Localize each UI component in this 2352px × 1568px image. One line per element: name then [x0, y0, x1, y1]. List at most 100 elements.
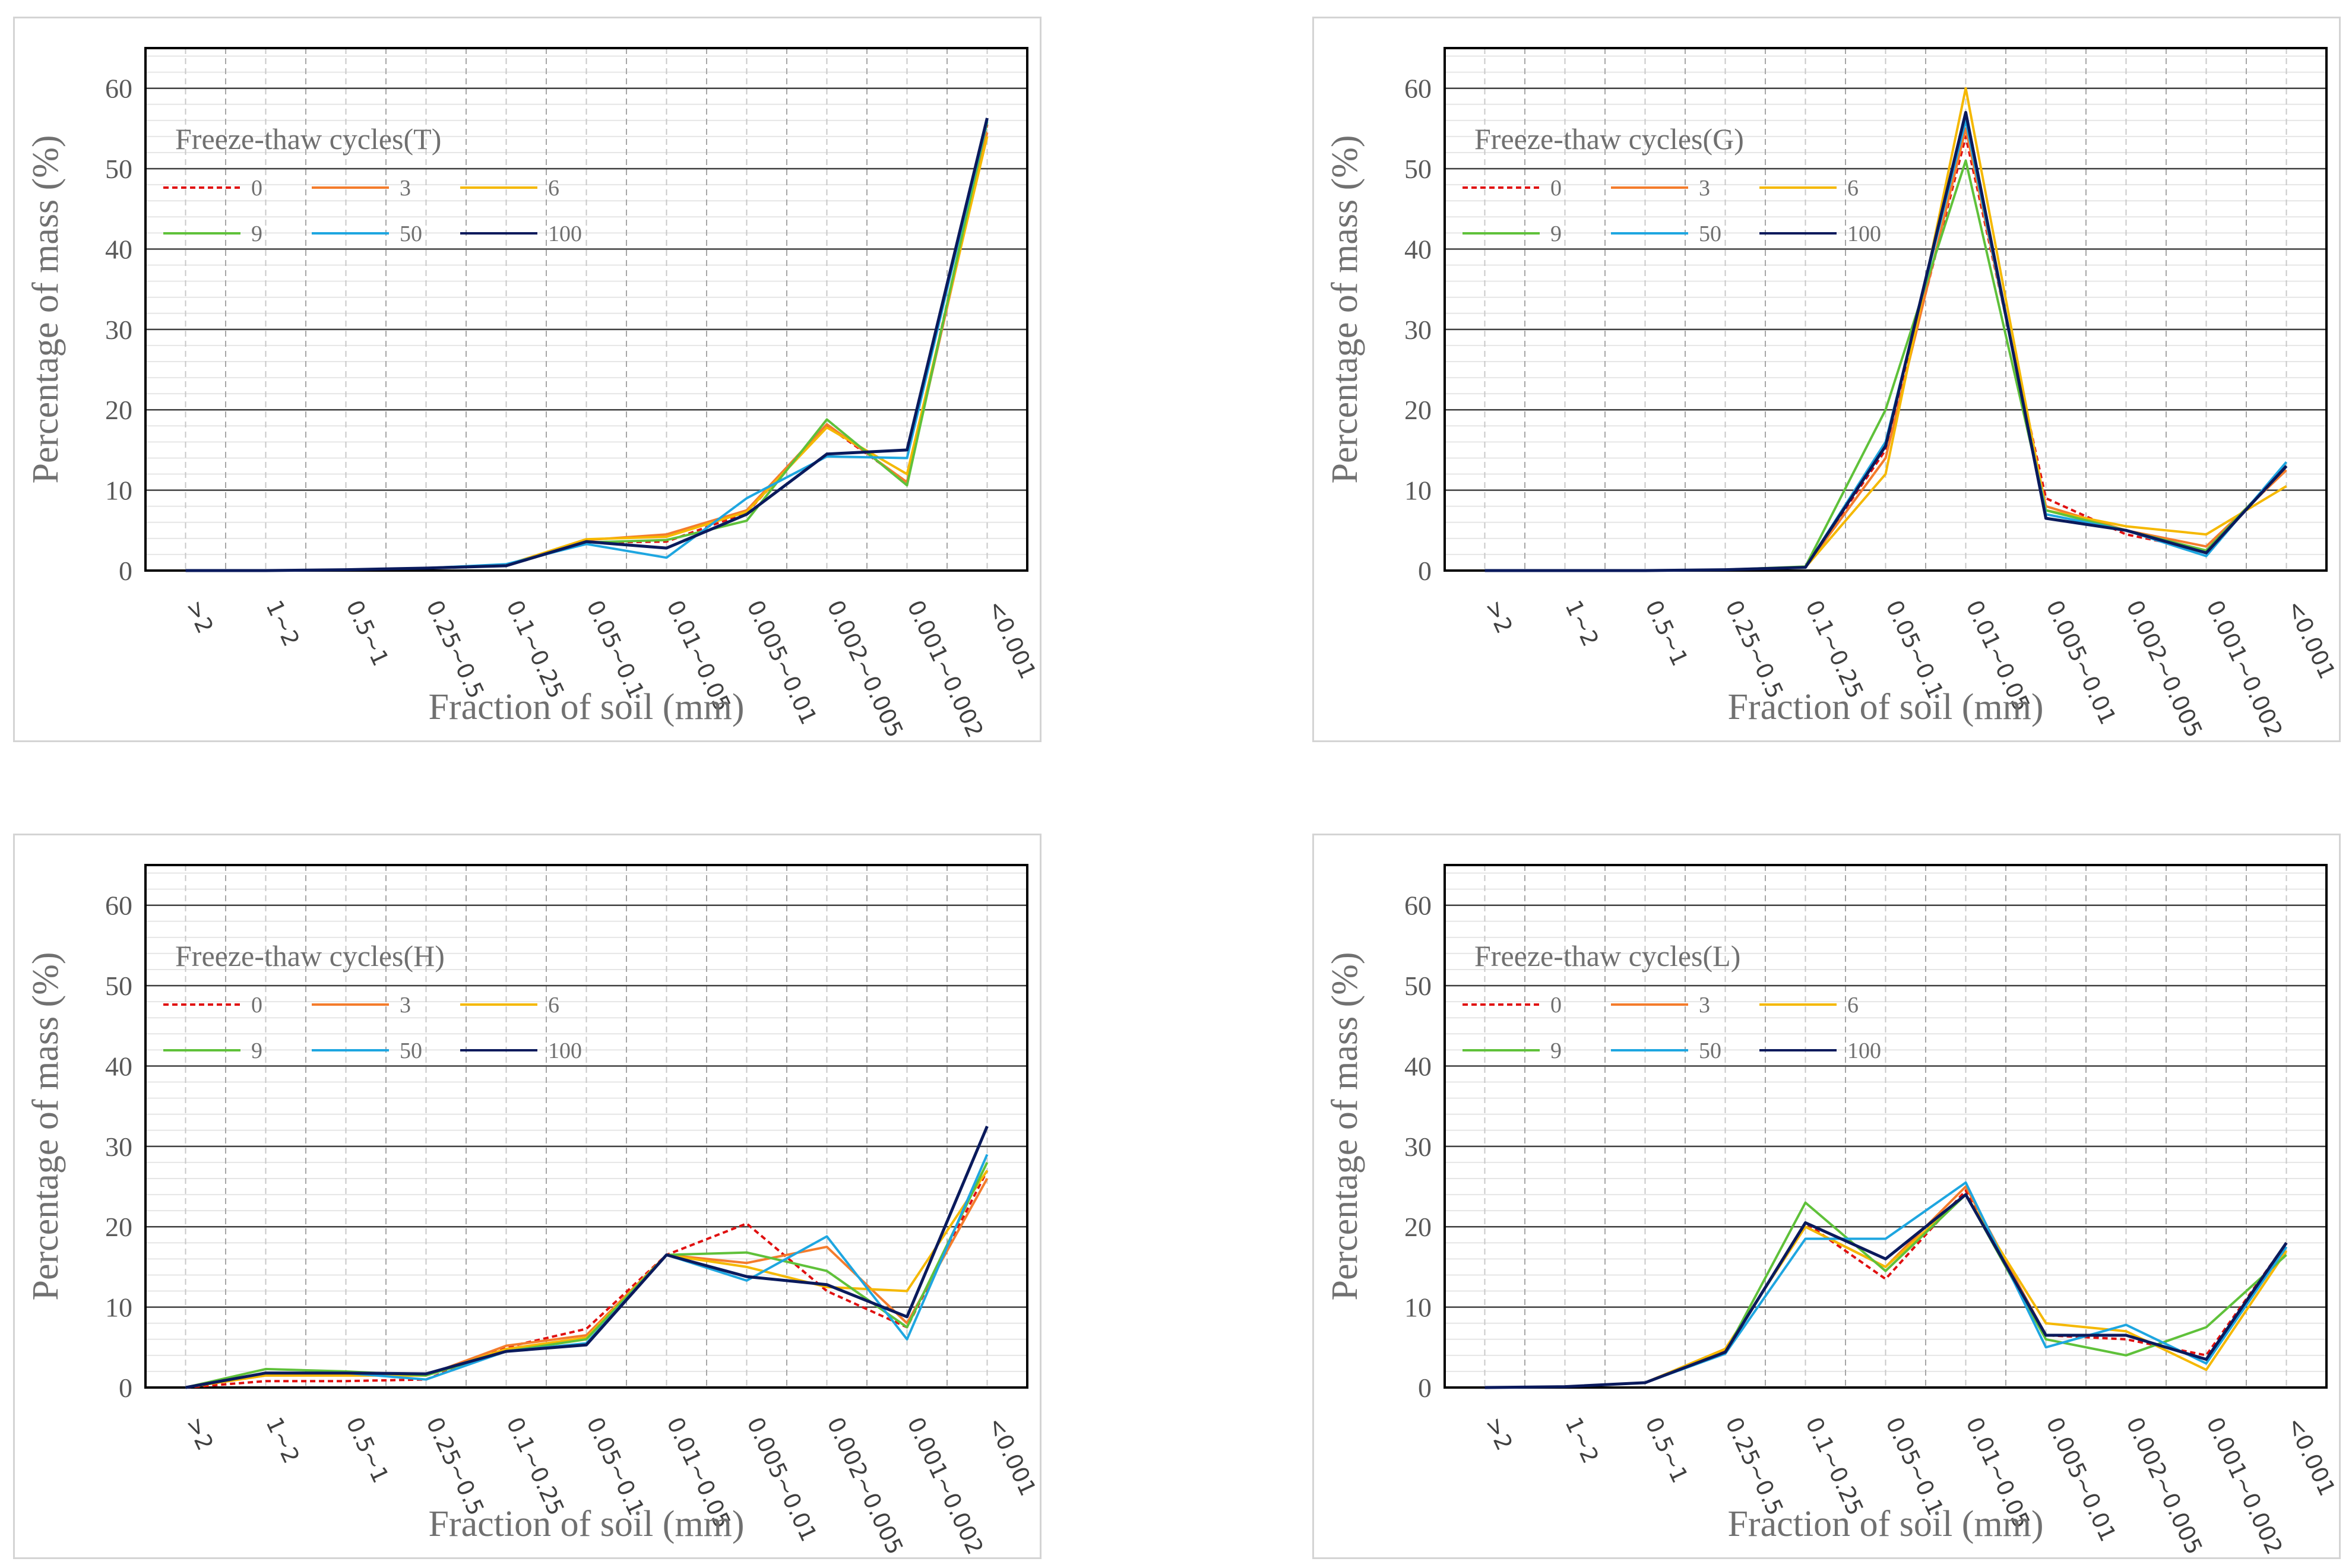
legend-label-6: 6	[1847, 993, 1859, 1018]
series-line-9	[185, 1162, 989, 1389]
y-axis-title: Percentage of mass (%)	[1325, 952, 1365, 1300]
x-tick-label: 0.002~0.005	[2121, 1413, 2207, 1557]
x-tick-label: <0.001	[982, 596, 1040, 683]
x-tick-label: 0.005~0.01	[2041, 1413, 2121, 1545]
legend-label-100: 100	[548, 221, 582, 246]
legend-title: Freeze-thaw cycles(H)	[175, 939, 445, 973]
series-line-100	[1484, 110, 2288, 572]
x-tick-label: 1~2	[261, 1413, 305, 1467]
x-tick-label: 0.001~0.002	[2201, 1413, 2287, 1557]
legend-label-9: 9	[1550, 221, 1562, 246]
y-tick-label: 30	[1404, 315, 1432, 345]
y-axis-title: Percentage of mass (%)	[26, 952, 66, 1300]
legend-label-6: 6	[1847, 176, 1859, 201]
x-tick-label: 0.002~0.005	[822, 596, 908, 740]
x-tick-label: 1~2	[1560, 596, 1604, 650]
y-tick-label: 20	[1404, 395, 1432, 425]
y-tick-label: 10	[105, 1293, 132, 1323]
x-tick-label: <0.001	[2281, 1413, 2339, 1500]
y-tick-label: 0	[1418, 556, 1432, 586]
chart-panel-g: 0 10 20 30 40 50 60 >2 1~2 0.5~1 0.25~0.5 0.1~0.25 0…	[1312, 17, 2341, 742]
y-tick-label: 10	[1404, 476, 1432, 506]
y-tick-label: 40	[105, 234, 132, 264]
x-axis-title: Fraction of soil (mm)	[1727, 1504, 2043, 1544]
legend-label-9: 9	[251, 221, 262, 246]
legend-label-50: 50	[400, 221, 422, 246]
x-tick-label: >2	[1480, 1413, 1518, 1454]
x-tick-label: 0.005~0.01	[742, 596, 822, 728]
legend-label-9: 9	[251, 1038, 262, 1063]
plot-frame	[144, 864, 1028, 1389]
x-axis-title: Fraction of soil (mm)	[1727, 687, 2043, 727]
y-axis-title: Percentage of mass (%)	[1325, 135, 1365, 483]
x-tick-label: 1~2	[1560, 1413, 1604, 1467]
y-tick-label: 40	[1404, 234, 1432, 264]
x-tick-label: >2	[181, 1413, 219, 1454]
y-tick-label: 0	[119, 556, 132, 586]
x-tick-label: 0.5~1	[341, 1413, 394, 1487]
legend-label-6: 6	[548, 993, 559, 1018]
x-tick-label: 0.005~0.01	[2041, 596, 2121, 728]
legend-title: Freeze-thaw cycles(L)	[1474, 939, 1740, 973]
y-tick-label: 20	[105, 395, 132, 425]
y-tick-label: 50	[1404, 154, 1432, 184]
chart-panel-h: 0 10 20 30 40 50 60 >2 1~2 0.5~1 0.25~0.5 0.1~0.25 0…	[13, 834, 1042, 1559]
legend-label-50: 50	[1699, 221, 1721, 246]
legend-label-50: 50	[1699, 1038, 1721, 1063]
x-tick-label: 0.001~0.002	[902, 596, 988, 740]
y-tick-label: 40	[1404, 1051, 1432, 1081]
x-tick-label: <0.001	[982, 1413, 1040, 1500]
legend-label-3: 3	[400, 176, 411, 201]
legend-label-3: 3	[1699, 176, 1710, 201]
y-tick-label: 20	[1404, 1212, 1432, 1242]
x-tick-label: 0.5~1	[1640, 596, 1693, 670]
chart-panel-l: 0 10 20 30 40 50 60 >2 1~2 0.5~1 0.25~0.5 0.1~0.25 0…	[1312, 834, 2341, 1559]
plot-frame	[1444, 47, 2328, 572]
y-tick-label: 60	[105, 891, 132, 921]
y-tick-label: 0	[119, 1373, 132, 1403]
x-tick-label: 0.5~1	[341, 596, 394, 670]
legend-label-3: 3	[400, 993, 411, 1018]
series-line-100	[1484, 1193, 2288, 1389]
y-tick-label: 30	[1404, 1132, 1432, 1162]
y-tick-label: 30	[105, 1132, 132, 1162]
series-line-100	[185, 1126, 989, 1389]
legend-label-100: 100	[1847, 221, 1881, 246]
x-tick-label: 0.001~0.002	[902, 1413, 988, 1557]
legend-label-0: 0	[251, 993, 262, 1018]
legend-label-3: 3	[1699, 993, 1710, 1018]
legend-label-100: 100	[548, 1038, 582, 1063]
legend-label-0: 0	[251, 176, 262, 201]
y-tick-label: 60	[1404, 74, 1432, 104]
plot-frame	[144, 47, 1028, 572]
x-tick-label: 0.001~0.002	[2201, 596, 2287, 740]
x-tick-label: >2	[181, 596, 219, 637]
legend-label-100: 100	[1847, 1038, 1881, 1063]
legend-title: Freeze-thaw cycles(G)	[1474, 122, 1744, 156]
legend-label-50: 50	[400, 1038, 422, 1063]
x-tick-label: >2	[1480, 596, 1518, 637]
y-tick-label: 40	[105, 1051, 132, 1081]
y-tick-label: 50	[1404, 971, 1432, 1001]
y-tick-label: 60	[1404, 891, 1432, 921]
x-tick-label: 0.002~0.005	[822, 1413, 908, 1557]
x-tick-label: 0.5~1	[1640, 1413, 1693, 1487]
series-line-3	[1484, 1185, 2288, 1389]
y-tick-label: 20	[105, 1212, 132, 1242]
series-line-100	[185, 118, 989, 572]
series-line-0	[185, 1170, 989, 1389]
y-tick-label: 60	[105, 74, 132, 104]
x-axis-title: Fraction of soil (mm)	[428, 1504, 744, 1544]
x-tick-label: 0.002~0.005	[2121, 596, 2207, 740]
plot-frame	[1444, 864, 2328, 1389]
chart-panel-t: 0 10 20 30 40 50 60 >2 1~2 0.5~1 0.25~0.5 0.1~0.25 0…	[13, 17, 1042, 742]
x-tick-label: 0.005~0.01	[742, 1413, 822, 1545]
legend-title: Freeze-thaw cycles(T)	[175, 122, 441, 156]
legend-label-9: 9	[1550, 1038, 1562, 1063]
y-tick-label: 50	[105, 971, 132, 1001]
y-tick-label: 10	[105, 476, 132, 506]
x-tick-label: 1~2	[261, 596, 305, 650]
